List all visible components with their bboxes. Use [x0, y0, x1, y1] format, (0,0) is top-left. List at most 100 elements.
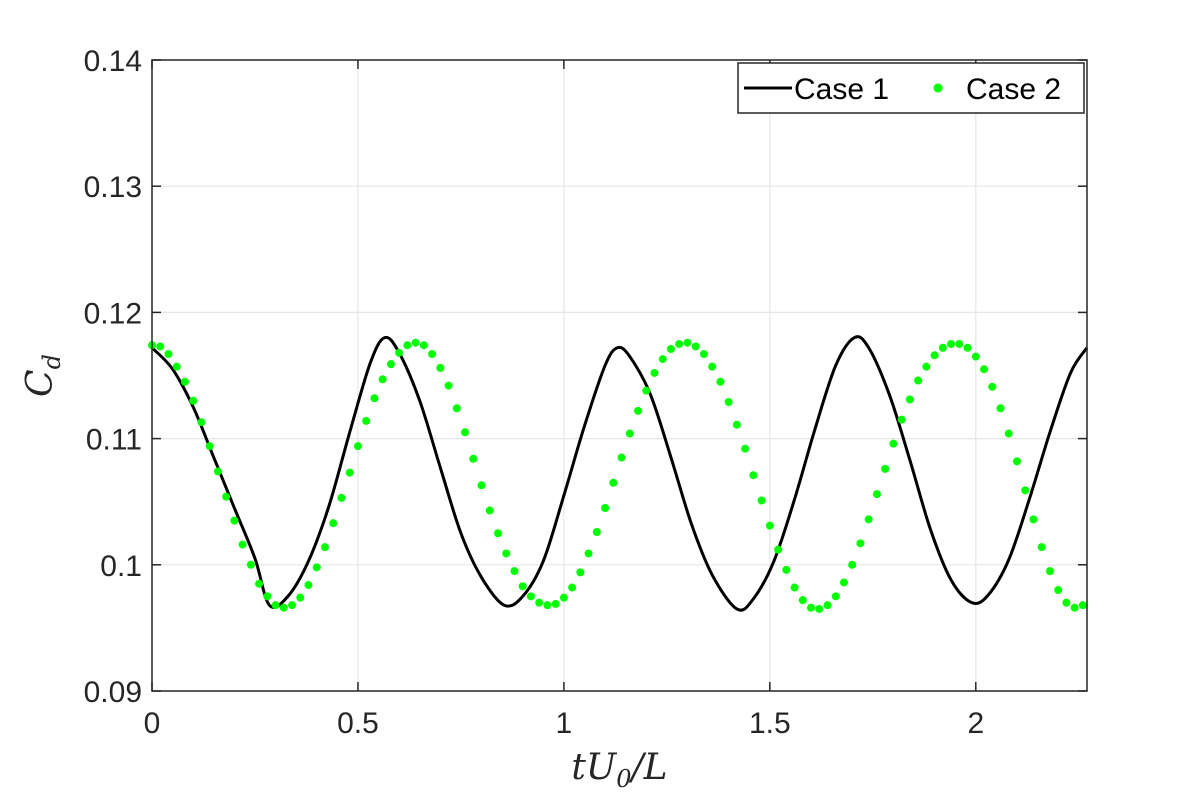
- series-case2-point: [518, 582, 527, 591]
- series-case2-point: [807, 603, 816, 612]
- series-case2-point: [164, 350, 173, 359]
- series-case2-point: [535, 598, 544, 607]
- series-case2-point: [889, 439, 898, 448]
- y-tick-label: 0.09: [84, 676, 142, 709]
- series-case2-point: [378, 375, 387, 384]
- series-case2-point: [881, 464, 890, 473]
- series-case2-point: [329, 519, 338, 528]
- series-case2-point: [362, 416, 371, 425]
- axes-background: [152, 60, 1087, 691]
- series-case2-point: [386, 360, 395, 369]
- series-case2-point: [288, 601, 297, 610]
- series-case2-point: [172, 362, 181, 371]
- x-tick-label: 2: [967, 707, 984, 740]
- series-case2-point: [279, 603, 288, 612]
- series-case1-line: [150, 335, 1089, 612]
- series-case2-point: [543, 601, 552, 610]
- y-tick-label: 0.11: [86, 424, 142, 457]
- series-case2-point: [1012, 457, 1021, 466]
- y-axis-label: Cd: [20, 354, 66, 397]
- series-case2-point: [1045, 567, 1054, 576]
- series-case2-point: [634, 406, 643, 415]
- series-case2-point: [156, 342, 165, 351]
- series-case2-point: [699, 350, 708, 359]
- legend-box: [737, 62, 1085, 114]
- y-tick-label: 0.14: [84, 45, 142, 78]
- series-case2-point: [716, 377, 725, 386]
- plot-area: [148, 59, 1089, 692]
- series-case2-point: [666, 344, 675, 353]
- series-case2-point: [609, 478, 618, 487]
- series-case2-point: [197, 418, 206, 427]
- series-case2-point: [1070, 603, 1079, 612]
- series-case2-point: [947, 339, 956, 348]
- series-case2-point: [996, 404, 1005, 413]
- series-case2-point: [930, 351, 939, 360]
- series-case2-point: [963, 343, 972, 352]
- series-case2-point: [848, 560, 857, 569]
- series-case2-point: [255, 579, 264, 588]
- series-case2-point: [526, 592, 535, 601]
- series-case2-point: [1078, 601, 1087, 610]
- axes-frame: [151, 59, 1088, 692]
- series-case2-point: [790, 583, 799, 592]
- series-case2-point: [774, 545, 783, 554]
- x-tick-label: 0.5: [337, 707, 379, 740]
- series-case2-point: [304, 580, 313, 589]
- series-case2-point: [1021, 486, 1030, 495]
- series-case2-point: [271, 601, 280, 610]
- series-case2-point: [559, 593, 568, 602]
- series-case2-point: [576, 568, 585, 577]
- series-layer: [148, 335, 1089, 613]
- series-case2-point: [461, 428, 470, 437]
- series-case2-point: [741, 444, 750, 453]
- series-case2-point: [988, 382, 997, 391]
- series-case2-point: [403, 341, 412, 350]
- series-case2-point: [922, 362, 931, 371]
- legend-case2-marker-swatch: [933, 83, 943, 93]
- series-case2-point: [1029, 515, 1038, 524]
- series-case2-point: [493, 529, 502, 538]
- series-case2-point: [353, 442, 362, 451]
- series-case2-point: [296, 593, 305, 602]
- series-case2-point: [971, 352, 980, 361]
- series-case2-point: [905, 395, 914, 404]
- series-case2-point: [592, 527, 601, 536]
- series-case2-point: [510, 567, 519, 576]
- series-case2-point: [601, 504, 610, 513]
- series-case2-point: [395, 348, 404, 357]
- y-tick-label: 0.1: [100, 550, 142, 583]
- legend-case2-label: Case 2: [966, 73, 1061, 106]
- series-case2-point: [320, 543, 329, 552]
- series-case2-point: [477, 481, 486, 490]
- axis-ticks: [151, 59, 1087, 692]
- x-axis-label: tU0/L: [571, 747, 667, 793]
- series-case2-point: [831, 592, 840, 601]
- series-case2-point: [568, 583, 577, 592]
- series-case2-point: [444, 381, 453, 390]
- series-case2-point: [246, 560, 255, 569]
- series-case2-point: [938, 343, 947, 352]
- series-case2-point: [213, 467, 222, 476]
- series-case2-point: [189, 396, 198, 405]
- y-tick-label: 0.12: [84, 297, 142, 330]
- series-case2-point: [419, 341, 428, 350]
- series-case2-point: [757, 496, 766, 505]
- series-case2-point: [650, 368, 659, 377]
- series-case2-point: [205, 442, 214, 451]
- series-case2-point: [980, 365, 989, 374]
- series-case2-point: [872, 490, 881, 499]
- series-case2-point: [436, 363, 445, 372]
- series-case2-point: [765, 521, 774, 530]
- series-case2-point: [782, 565, 791, 574]
- legend: Case 1 Case 2: [737, 62, 1085, 114]
- series-case2-point: [485, 506, 494, 515]
- series-case2-point: [337, 493, 346, 502]
- series-case2-point: [452, 404, 461, 413]
- series-case2-point: [815, 604, 824, 613]
- series-case2-point: [345, 468, 354, 477]
- series-case2-point: [732, 420, 741, 429]
- series-case2-point: [724, 398, 733, 407]
- series-case2-point: [839, 578, 848, 587]
- series-case2-point: [658, 355, 667, 364]
